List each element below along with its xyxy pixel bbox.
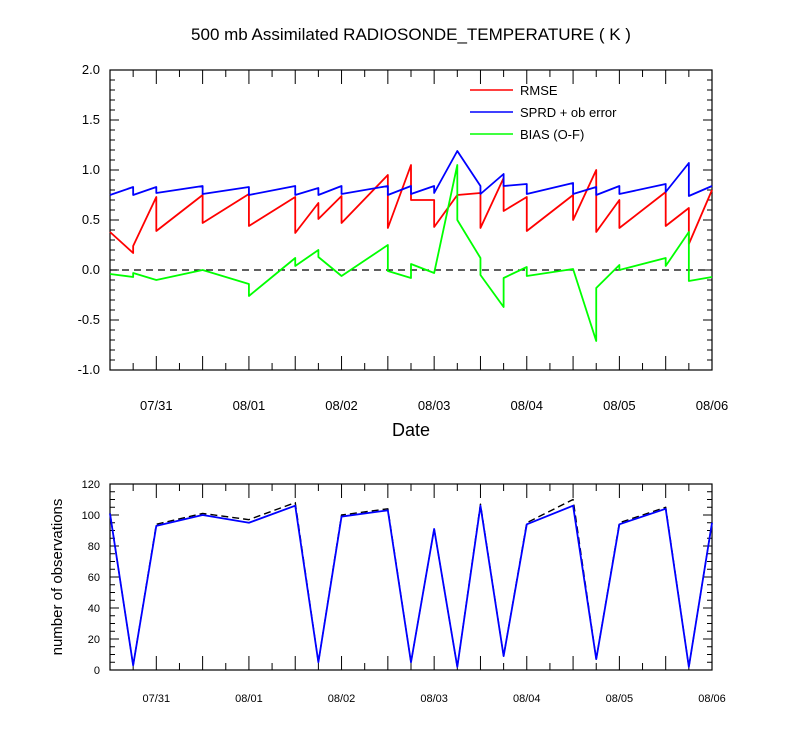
top-y-tick-label: 1.5 — [82, 112, 100, 127]
top-x-tick-label: 07/31 — [140, 398, 173, 413]
bottom-series-line-1 — [109, 504, 713, 668]
bottom-plot: 0 20 40 60 80 100 120 07/31 08/01 08/02 08/03 08/04… — [82, 479, 726, 705]
legend-label-sprd: SPRD + ob error — [520, 105, 617, 120]
top-x-tick-label: 08/02 — [325, 398, 358, 413]
bottom-y-tick-label: 100 — [82, 510, 100, 522]
top-x-tick-label: 08/03 — [418, 398, 451, 413]
legend: RMSE SPRD + ob error BIAS (O-F) — [470, 83, 617, 142]
bottom-y-tick-label: 20 — [88, 634, 100, 646]
bottom-y-tick-label: 120 — [82, 479, 100, 491]
bottom-x-tick-label: 08/01 — [235, 693, 263, 705]
legend-item-rmse: RMSE — [470, 83, 558, 98]
top-y-tick-label: 0.5 — [82, 212, 100, 227]
bottom-y-tick-label: 40 — [88, 603, 100, 615]
bottom-x-tick-label: 07/31 — [143, 693, 171, 705]
bottom-y-tick-label: 60 — [88, 572, 100, 584]
bottom-x-tick-label: 08/06 — [698, 693, 726, 705]
y-axis-title-observations: number of observations — [49, 499, 66, 656]
bottom-x-tick-label: 08/05 — [606, 693, 634, 705]
top-y-tick-label: 2.0 — [82, 62, 100, 77]
bottom-x-tick-label: 08/03 — [420, 693, 448, 705]
legend-item-bias: BIAS (O-F) — [470, 127, 584, 142]
chart-title: 500 mb Assimilated RADIOSONDE_TEMPERATUR… — [191, 25, 631, 44]
top-x-tick-label: 08/04 — [510, 398, 543, 413]
bottom-y-tick-label: 80 — [88, 541, 100, 553]
top-plot: -1.0 -0.5 0.0 0.5 1.0 1.5 2.0 07/31 08/01 08/02 08… — [78, 62, 729, 413]
top-x-tick-label: 08/06 — [696, 398, 729, 413]
top-series-line-1 — [109, 150, 713, 197]
top-x-tick-label: 08/01 — [233, 398, 266, 413]
top-y-tick-label: -0.5 — [78, 312, 100, 327]
top-series-line-0 — [109, 164, 713, 254]
bottom-y-tick-label: 0 — [94, 665, 100, 677]
top-x-tick-label: 08/05 — [603, 398, 636, 413]
top-y-tick-label: -1.0 — [78, 362, 100, 377]
top-y-tick-label: 0.0 — [82, 262, 100, 277]
legend-item-sprd: SPRD + ob error — [470, 105, 617, 120]
top-series-line-2 — [109, 164, 713, 342]
legend-label-bias: BIAS (O-F) — [520, 127, 584, 142]
bottom-x-tick-label: 08/04 — [513, 693, 541, 705]
top-y-tick-label: 1.0 — [82, 162, 100, 177]
x-axis-title: Date — [392, 420, 430, 440]
bottom-x-tick-label: 08/02 — [328, 693, 356, 705]
legend-label-rmse: RMSE — [520, 83, 558, 98]
